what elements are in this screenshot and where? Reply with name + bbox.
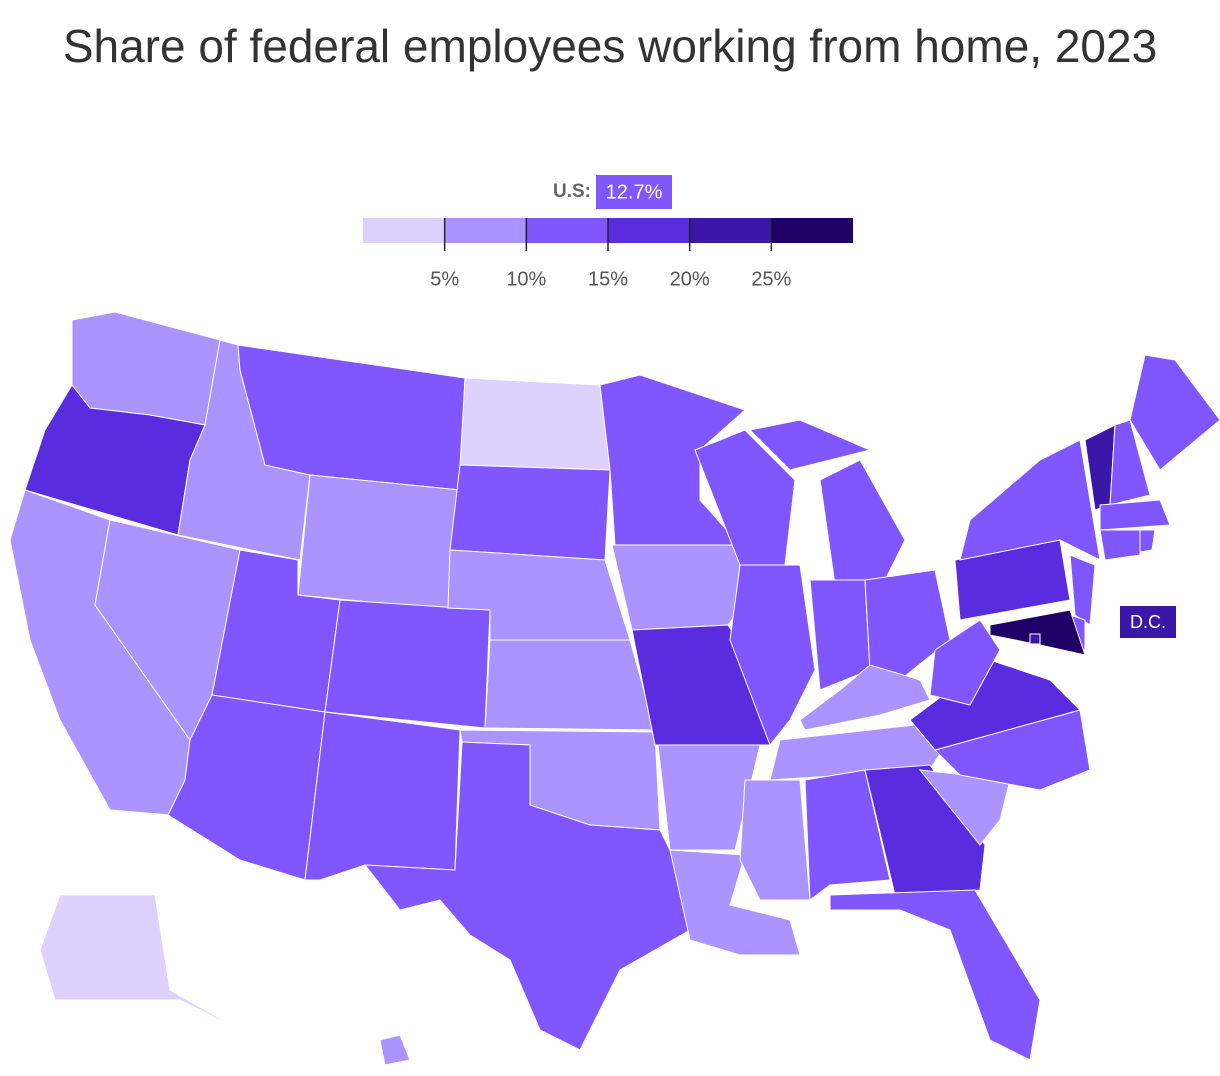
- state: [304, 711, 461, 881]
- state: [864, 569, 951, 681]
- state: [39, 894, 241, 1031]
- legend-tick-label: 10%: [506, 268, 546, 290]
- state: [449, 464, 611, 561]
- state: [739, 779, 811, 901]
- state: [829, 889, 1041, 1061]
- state: [611, 544, 751, 631]
- state: [694, 429, 796, 566]
- legend-tick-label: 25%: [751, 268, 791, 290]
- state: [297, 474, 461, 611]
- legend-bin: [689, 218, 772, 243]
- dc-badge: [1120, 606, 1176, 638]
- state: [959, 439, 1101, 561]
- legend-tick-label: 5%: [430, 268, 459, 290]
- legend-bin: [608, 218, 690, 243]
- state: [804, 769, 891, 901]
- state: [379, 1034, 411, 1066]
- legend-bin: [363, 218, 445, 243]
- legend-bin: [444, 218, 527, 243]
- state: [729, 564, 816, 746]
- state: [989, 609, 1086, 656]
- state: [799, 664, 931, 731]
- legend-bin: [526, 218, 608, 243]
- state: [324, 599, 491, 729]
- state: [1109, 419, 1151, 506]
- state: [1129, 354, 1220, 471]
- state: [484, 639, 656, 731]
- chart-title: Share of federal employees working from …: [62, 20, 1158, 72]
- state: [864, 764, 986, 896]
- us-badge: [596, 175, 672, 209]
- legend-tick-label: 15%: [588, 268, 628, 290]
- state: [1139, 529, 1156, 553]
- dc-label: D.C.: [1130, 612, 1166, 632]
- state: [1099, 499, 1171, 531]
- state: [599, 374, 746, 546]
- state: [929, 619, 1001, 706]
- state: [1099, 529, 1141, 561]
- legend-bin: [771, 218, 853, 243]
- state: [459, 377, 611, 471]
- legend-tick-label: 20%: [670, 268, 710, 290]
- state: [748, 419, 906, 591]
- state: [1069, 554, 1096, 626]
- state: [1029, 633, 1041, 645]
- state: [363, 741, 691, 1051]
- state: [657, 744, 761, 851]
- us-value-label: 12.7%: [606, 181, 663, 203]
- us-label: U.S:: [553, 181, 591, 202]
